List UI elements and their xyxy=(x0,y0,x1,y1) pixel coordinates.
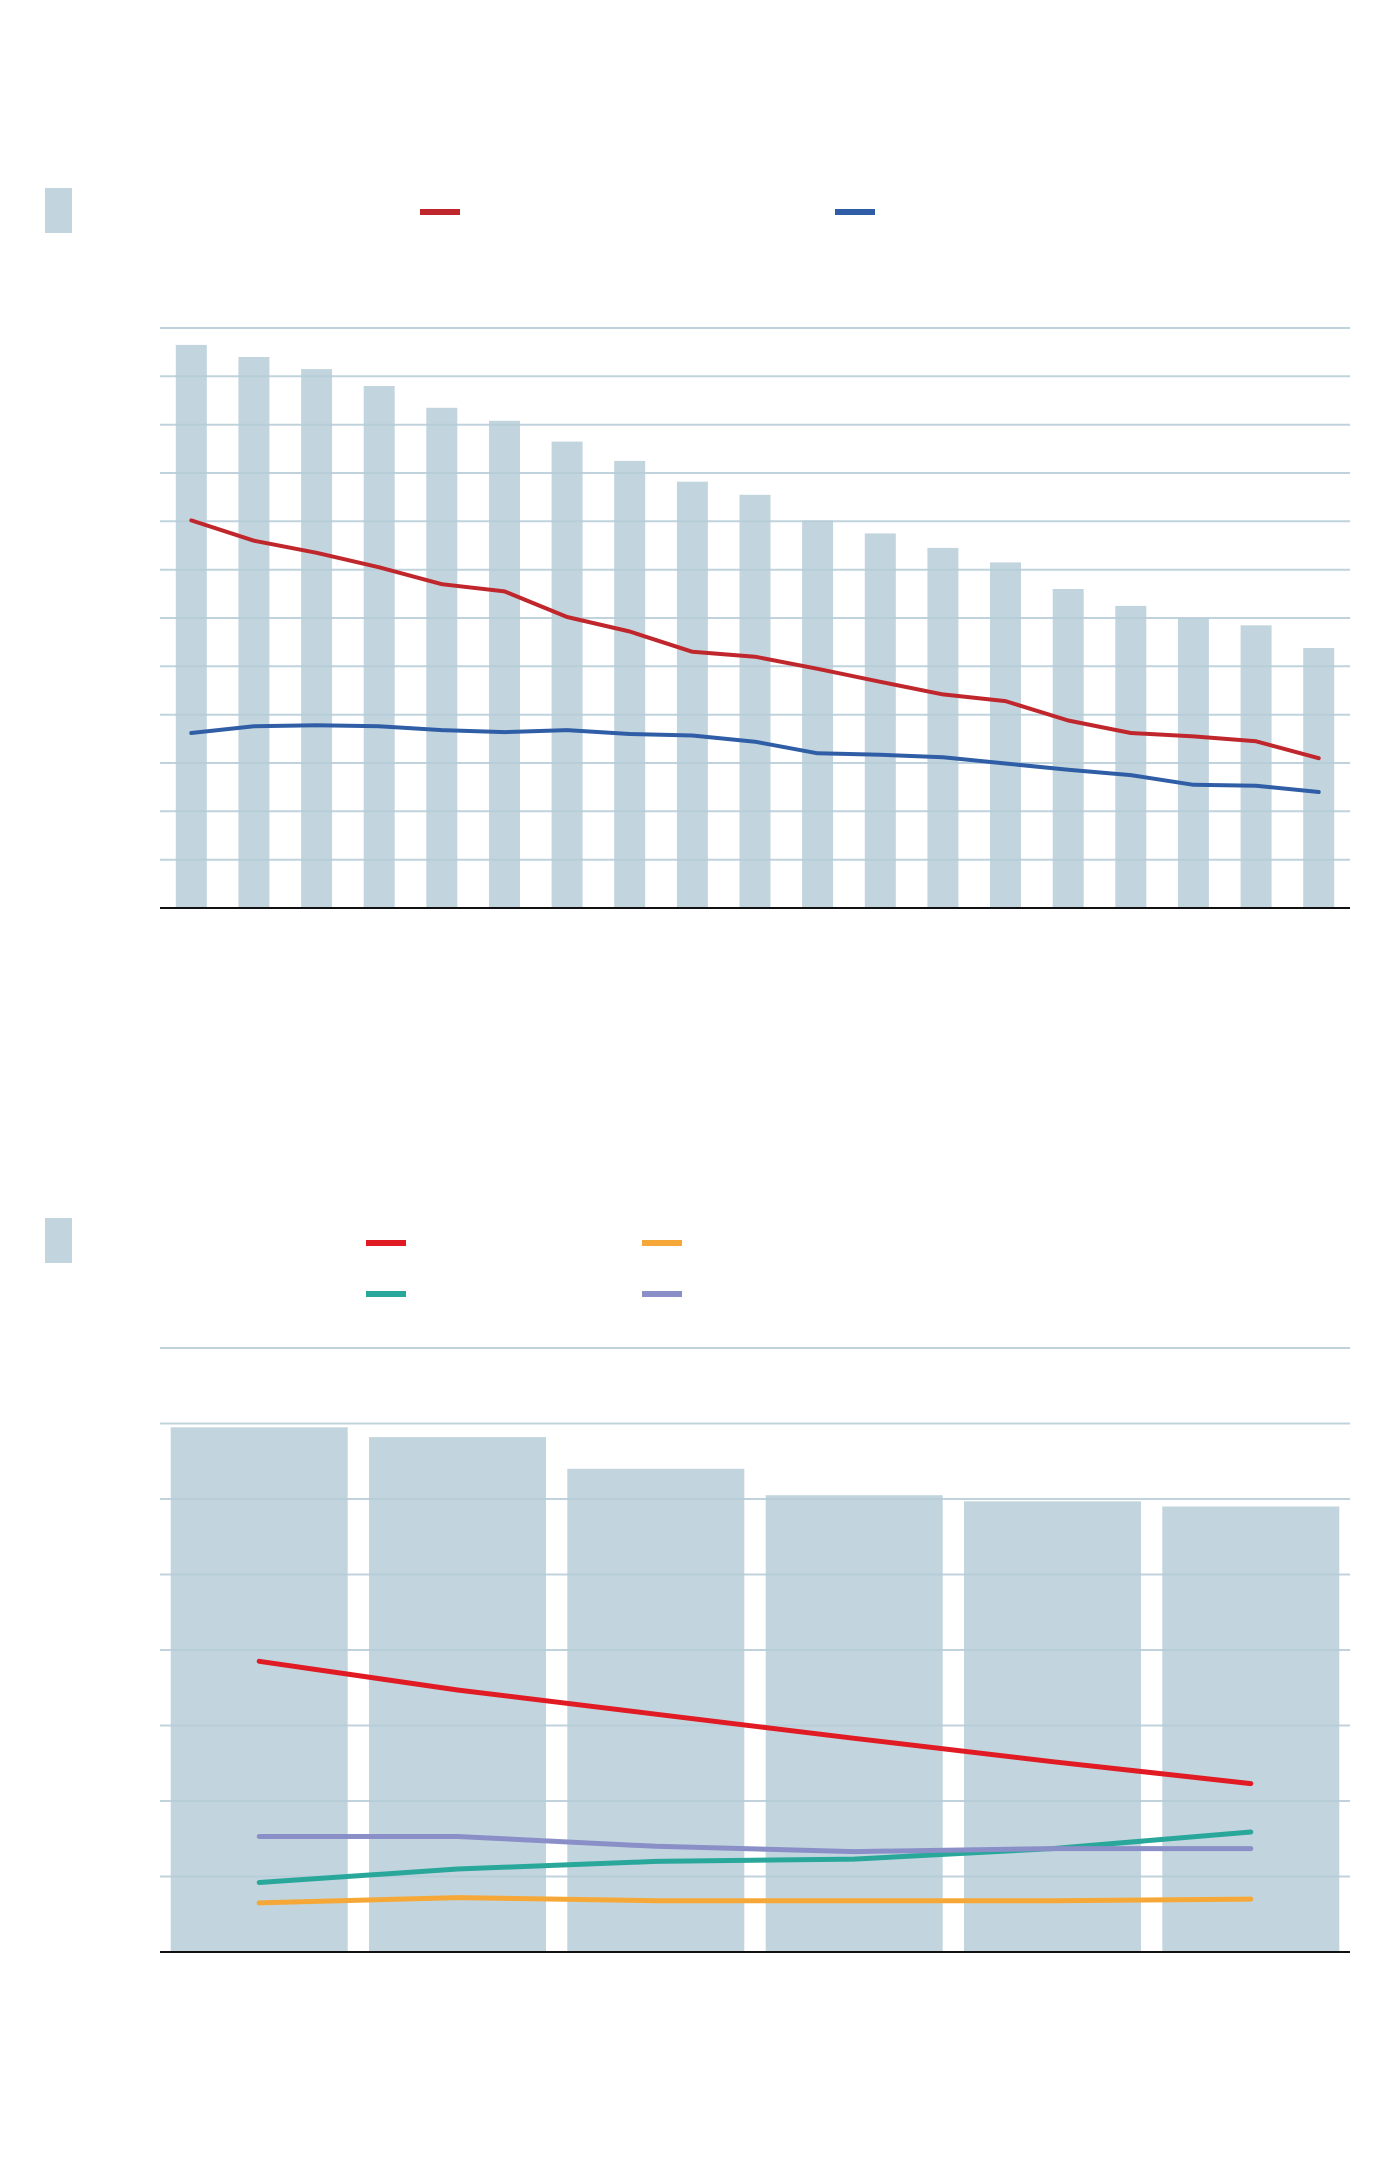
bar xyxy=(301,369,333,909)
bar xyxy=(175,344,207,908)
chart-top xyxy=(45,188,1350,909)
bar xyxy=(1115,605,1147,908)
bar xyxy=(551,441,583,908)
bar xyxy=(927,547,959,908)
bar xyxy=(1162,1506,1340,1952)
bar xyxy=(238,357,270,908)
bar xyxy=(990,562,1021,908)
bar xyxy=(765,1495,943,1952)
chart-panel-bottom xyxy=(0,1040,1400,2160)
bar xyxy=(1240,625,1272,909)
bar xyxy=(426,407,458,908)
bar xyxy=(676,481,708,908)
series-line-1 xyxy=(256,1895,1254,1906)
bar xyxy=(614,460,646,908)
bar xyxy=(864,533,896,908)
series-line-0 xyxy=(256,1658,1254,1787)
bar xyxy=(567,1468,745,1952)
series-line-3 xyxy=(256,1834,1254,1855)
series-line-0 xyxy=(189,518,1321,761)
bar xyxy=(170,1427,348,1952)
bar xyxy=(489,420,520,908)
bar xyxy=(363,386,395,908)
chart-panel-top xyxy=(0,0,1400,1040)
bar xyxy=(1052,589,1084,908)
bar xyxy=(964,1501,1141,1952)
legend-swatch-bars xyxy=(45,188,72,233)
chart-bottom xyxy=(45,1218,1350,1953)
series-line-2 xyxy=(256,1829,1254,1885)
bar xyxy=(739,494,771,909)
series-line-1 xyxy=(189,723,1321,794)
bar xyxy=(1303,648,1335,908)
legend-swatch-bars xyxy=(45,1218,72,1263)
